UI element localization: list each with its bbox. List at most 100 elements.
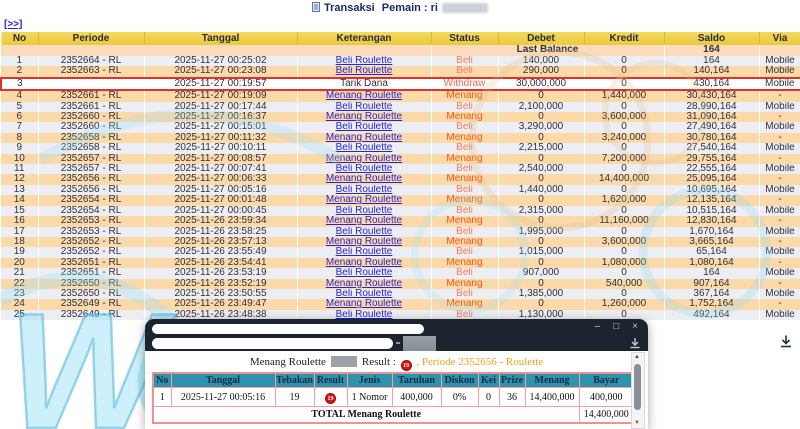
cell-status: Beli <box>431 226 499 237</box>
cell-saldo: 140,164 <box>664 66 760 78</box>
keterangan-link[interactable]: Menang Roulette <box>325 132 403 143</box>
redacted-toolbar-patch <box>403 336 436 351</box>
cell-debet: 0 <box>498 299 585 310</box>
minimize-button[interactable]: – <box>594 321 601 332</box>
keterangan-link[interactable]: Menang Roulette <box>325 216 403 227</box>
detail-cell: 2025-11-27 00:05:16 <box>170 387 276 407</box>
keterangan-link[interactable]: Beli Roulette <box>335 205 393 216</box>
cell-periode: 2352658 - RL <box>38 132 145 144</box>
detail-column-menang: Menang <box>524 372 580 388</box>
last-balance-label: Last Balance <box>431 45 665 56</box>
cell-no: 12 <box>1 174 39 185</box>
cell-saldo: 27,540,164 <box>664 143 760 154</box>
scrollbar-thumb[interactable] <box>634 364 641 410</box>
cell-via: - <box>759 90 800 102</box>
detail-column-kei: Kei <box>477 372 500 388</box>
cell-debet: 0 <box>498 132 585 144</box>
cell-tanggal: 2025-11-27 00:11:32 <box>144 132 298 144</box>
table-row: 1 2352664 - RL 2025-11-27 00:25:02 Beli Rou… <box>1 56 800 67</box>
keterangan-link[interactable]: Menang Roulette <box>325 195 403 206</box>
keterangan-link[interactable]: Menang Roulette <box>325 299 403 310</box>
cell-no: 10 <box>1 153 39 165</box>
cell-no: 5 <box>1 101 39 113</box>
cell-saldo: 12,830,164 <box>664 216 760 227</box>
keterangan-link[interactable]: Menang Roulette <box>325 278 403 289</box>
close-button[interactable]: × <box>632 321 638 332</box>
keterangan-link[interactable]: Beli Roulette <box>335 184 393 195</box>
last-balance-row: Last Balance 164 <box>1 45 800 56</box>
keterangan-link[interactable]: Beli Roulette <box>335 164 393 175</box>
scroll-down-arrow[interactable]: ▼ <box>634 420 640 426</box>
cell-tanggal: 2025-11-27 00:06:33 <box>144 174 298 185</box>
table-row: 15 2352654 - RL 2025-11-27 00:00:45 Beli Ro… <box>1 205 800 217</box>
next-page-link[interactable]: [>>] <box>4 19 23 30</box>
keterangan-link[interactable]: Beli Roulette <box>335 143 393 154</box>
cell-periode: 2352649 - RL <box>38 299 145 310</box>
column-header-via: Via <box>758 32 800 45</box>
transactions-tbody: Last Balance 164 1 2352664 - RL 2025-11-27 0… <box>1 45 800 321</box>
keterangan-link[interactable]: Menang Roulette <box>325 236 403 247</box>
status-badge: Beli <box>456 205 473 216</box>
cell-no: 2 <box>1 66 39 78</box>
redacted-address-bar[interactable] <box>152 338 393 349</box>
cell-via: - <box>759 153 800 165</box>
cell-status: Menang <box>431 112 499 123</box>
cell-debet: 0 <box>498 112 585 123</box>
cell-via: Mobile <box>759 268 800 279</box>
maximize-button[interactable]: □ <box>613 321 620 332</box>
cell-via: Mobile <box>759 122 800 133</box>
cell-no: 8 <box>1 132 39 144</box>
keterangan-link[interactable]: Beli Roulette <box>335 101 393 112</box>
cell-status: Beli <box>431 122 499 133</box>
keterangan-link[interactable]: Beli Roulette <box>335 288 393 299</box>
cell-status: Beli <box>431 309 499 321</box>
cell-periode: 2352657 - RL <box>38 153 145 165</box>
cell-via: - <box>759 278 800 289</box>
detail-cell: 14,400,000 <box>524 387 580 407</box>
keterangan-link[interactable]: Menang Roulette <box>325 112 403 123</box>
cell-status: Menang <box>431 299 499 310</box>
scroll-up-arrow[interactable]: ▲ <box>634 354 640 360</box>
cell-via: - <box>759 195 800 206</box>
cell-via: Mobile <box>759 66 800 78</box>
cell-status: Beli <box>431 143 499 154</box>
detail-cell: 0 <box>477 387 500 407</box>
cell-status: Menang <box>431 257 499 269</box>
keterangan-link[interactable]: Beli Roulette <box>335 247 393 258</box>
keterangan-link[interactable]: Beli Roulette <box>335 226 393 237</box>
cell-periode: 2352663 - RL <box>38 66 145 78</box>
cell-no: 21 <box>1 268 39 279</box>
keterangan-link[interactable]: Beli Roulette <box>335 66 393 77</box>
status-badge: Beli <box>456 288 473 299</box>
keterangan-link[interactable]: Menang Roulette <box>325 153 403 164</box>
cell-tanggal: 2025-11-27 00:19:57 <box>144 77 298 91</box>
redacted-player-name <box>330 356 357 367</box>
download-icon[interactable] <box>779 334 793 353</box>
keterangan-link[interactable]: Beli Roulette <box>335 268 393 279</box>
cell-periode: 2352649 - RL <box>38 309 145 321</box>
keterangan-link[interactable]: Menang Roulette <box>325 174 403 185</box>
cell-tanggal: 2025-11-26 23:52:19 <box>144 278 298 289</box>
keterangan-link[interactable]: Menang Roulette <box>325 90 403 102</box>
status-badge: Menang <box>446 278 483 289</box>
cell-saldo: 22,555,164 <box>664 164 760 175</box>
cell-saldo: 31,090,164 <box>664 112 760 123</box>
keterangan-link[interactable]: Beli Roulette <box>335 122 393 133</box>
table-row: 2 2352663 - RL 2025-11-27 00:23:08 Beli Rou… <box>1 66 800 78</box>
status-badge: Withdraw <box>443 77 486 89</box>
cell-periode: 2352656 - RL <box>38 184 145 196</box>
cell-status: Menang <box>431 174 499 185</box>
cell-status: Beli <box>431 66 499 78</box>
keterangan-link[interactable]: Menang Roulette <box>325 257 403 268</box>
popup-scrollbar[interactable]: ▲ ▼ <box>631 352 645 429</box>
cell-no: 15 <box>1 205 39 217</box>
status-badge: Beli <box>456 66 473 77</box>
cell-periode: 2352650 - RL <box>38 278 145 289</box>
cell-debet: 0 <box>498 90 585 102</box>
cell-tanggal: 2025-11-27 00:17:44 <box>144 101 298 113</box>
status-badge: Menang <box>446 153 483 164</box>
keterangan-link[interactable]: Beli Roulette <box>335 56 393 66</box>
keterangan-link[interactable]: Beli Roulette <box>335 309 393 320</box>
cell-tanggal: 2025-11-27 00:01:48 <box>144 195 298 206</box>
popup-download-icon[interactable] <box>629 336 641 354</box>
